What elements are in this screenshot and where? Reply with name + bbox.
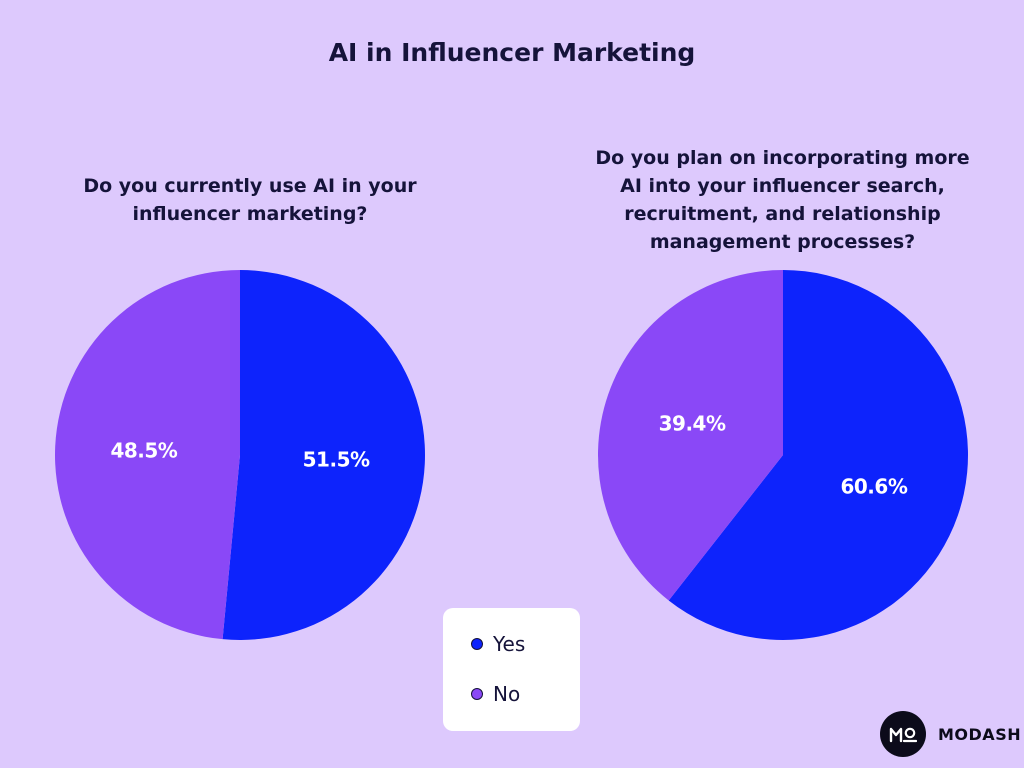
legend-marker-yes <box>471 638 483 650</box>
pie-2-label-yes: 60.6% <box>840 474 907 498</box>
chart-title: AI in Influencer Marketing <box>328 38 696 67</box>
pie-1-label-yes: 51.5% <box>303 448 370 472</box>
legend-label-yes: Yes <box>493 632 526 656</box>
pie-2-slice-no <box>598 270 783 601</box>
pie-1-question: Do you currently use AI in your influenc… <box>83 175 417 225</box>
logo-mo-glyph <box>889 727 917 743</box>
pie-1-slice-no <box>55 270 240 640</box>
pie-2-slice-yes <box>668 270 968 640</box>
logo-wordmark: MODASH <box>938 724 1022 744</box>
legend-item-yes: Yes <box>471 632 525 656</box>
pie-chart-current-ai-use: 51.5% 48.5% <box>55 270 426 640</box>
legend: Yes No <box>443 608 580 731</box>
brand-logo: MODASH <box>880 711 1021 757</box>
pie-chart-planned-ai-use: 60.6% 39.4% <box>598 270 968 640</box>
legend-label-no: No <box>493 682 521 706</box>
pie-2-label-no: 39.4% <box>659 412 726 436</box>
pie-1-slice-yes <box>222 270 426 640</box>
legend-marker-no <box>471 688 483 700</box>
logo-mark-icon <box>880 711 926 757</box>
pie-1-label-no: 48.5% <box>110 438 177 462</box>
pie-2-question: Do you plan on incorporating more AI int… <box>595 147 970 253</box>
legend-item-no: No <box>471 682 520 706</box>
